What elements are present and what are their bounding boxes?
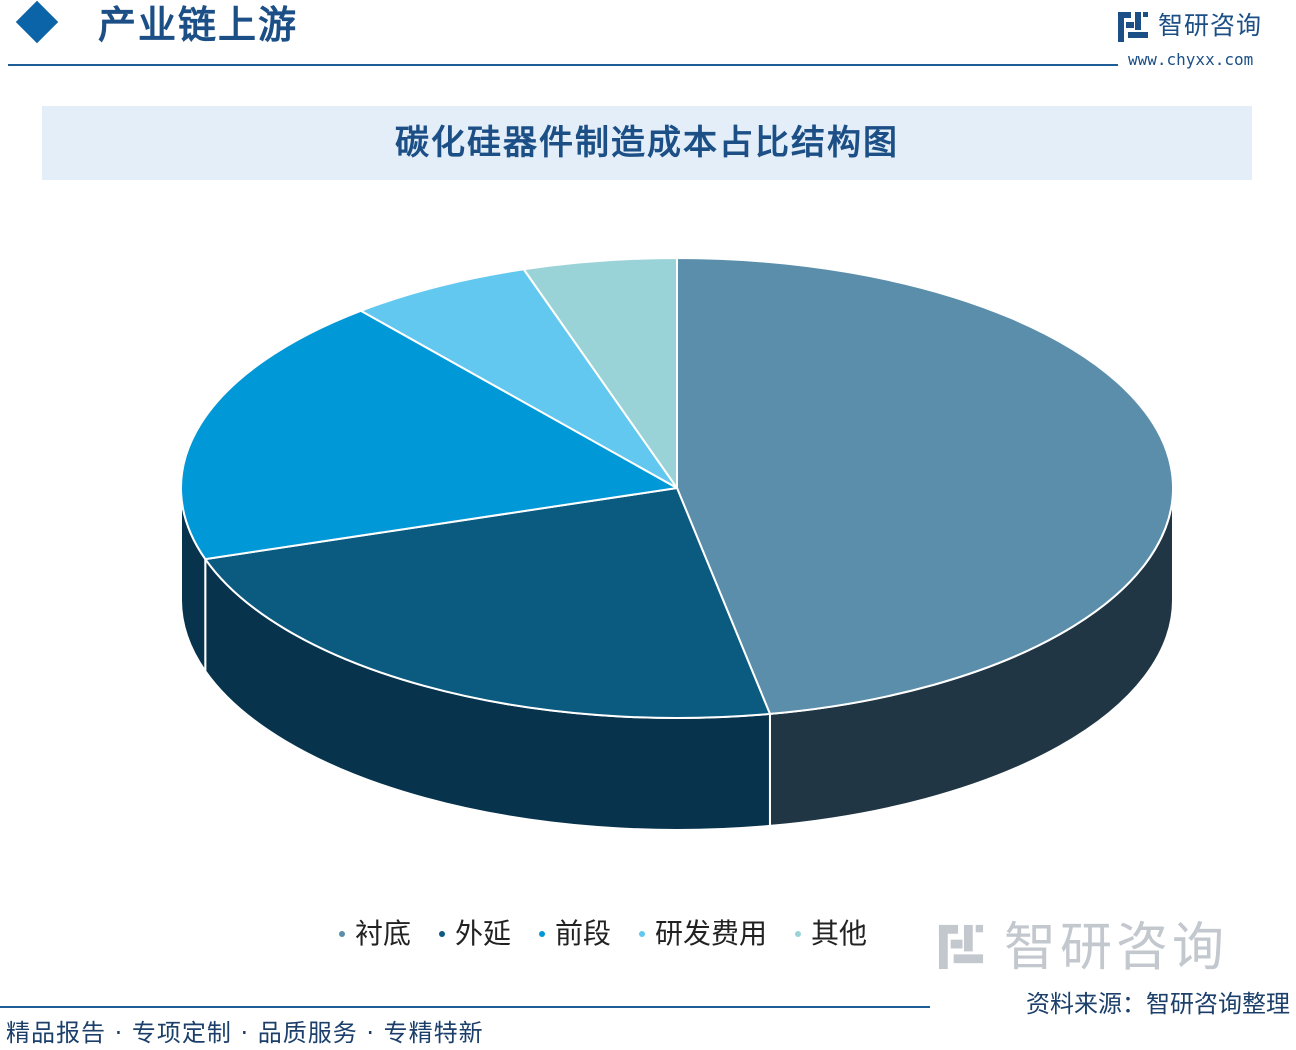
legend-label: 研发费用 (655, 917, 768, 950)
pie-slice-研发费用 (359, 268, 678, 489)
watermark-logo-icon (938, 924, 984, 970)
legend-label: 其他 (811, 917, 868, 950)
legend-item: 衬底 (338, 910, 411, 958)
legend-marker (338, 931, 345, 937)
legend-marker (639, 931, 645, 937)
legend-label: 衬底 (354, 917, 411, 950)
legend-item: 其他 (795, 910, 867, 958)
page-header: 产业链上游 智研咨询 www.chyxx.com (0, 0, 1296, 70)
legend-item: 外延 (438, 910, 511, 958)
pie-slice-其他 (522, 257, 678, 489)
legend-label: 前段 (554, 917, 611, 950)
legend-marker (795, 931, 802, 937)
pie-slice-衬底 (676, 257, 1174, 715)
brand: 智研咨询 www.chyxx.com (1116, 6, 1286, 70)
section-title: 产业链上游 (98, 3, 299, 47)
data-source: 资料来源：智研咨询整理 (1026, 990, 1290, 1018)
footer-slogan: 精品报告 · 专项定制 · 品质服务 · 专精特新 (6, 1019, 484, 1047)
chart-title-banner: 碳化硅器件制造成本占比结构图 (42, 106, 1252, 180)
watermark-name: 智研咨询 (1004, 918, 1229, 978)
legend-label: 外延 (454, 917, 511, 950)
legend-marker (438, 931, 445, 937)
footer-divider (0, 1006, 930, 1008)
brand-url: www.chyxx.com (1128, 50, 1254, 69)
legend-item: 研发费用 (639, 910, 767, 958)
chart-title: 碳化硅器件制造成本占比结构图 (395, 123, 899, 163)
legend-item: 前段 (538, 910, 611, 958)
brand-name: 智研咨询 (1158, 11, 1263, 40)
header-divider (8, 64, 1118, 66)
chart-legend: 衬底 外延 前段 研发费用 其他 (0, 910, 1296, 958)
legend-marker (538, 931, 545, 937)
pie-slice-前段 (180, 309, 678, 561)
pie-slice-外延 (204, 487, 771, 719)
brand-logo-icon (1118, 12, 1148, 42)
